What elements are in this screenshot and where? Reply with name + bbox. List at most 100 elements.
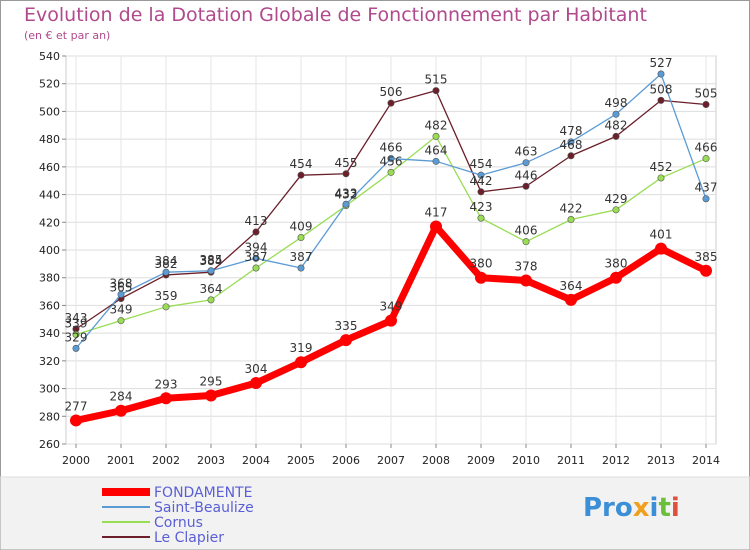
x-tick-label: 2002: [152, 454, 180, 467]
data-label: 478: [560, 124, 583, 138]
data-point: [477, 171, 485, 179]
data-label: 364: [200, 282, 223, 296]
data-label: 454: [470, 157, 493, 171]
y-tick-label: 460: [39, 161, 60, 174]
x-tick-label: 2001: [107, 454, 135, 467]
data-point: [477, 188, 485, 196]
x-tick-label: 2010: [512, 454, 540, 467]
data-point: [385, 314, 397, 327]
data-label: 385: [200, 253, 223, 267]
x-tick-label: 2007: [377, 454, 405, 467]
data-label: 468: [560, 138, 583, 152]
data-point: [612, 132, 620, 140]
data-label: 446: [515, 168, 538, 182]
data-label: 508: [650, 82, 673, 96]
data-point: [430, 220, 442, 233]
legend-label: Cornus: [154, 515, 203, 531]
data-label: 442: [470, 174, 493, 188]
x-tick-label: 2004: [242, 454, 270, 467]
data-label: 335: [335, 319, 358, 333]
x-tick-label: 2008: [422, 454, 450, 467]
data-label: 423: [470, 200, 493, 214]
data-label: 319: [290, 341, 313, 355]
data-point: [297, 264, 305, 272]
data-point: [700, 264, 712, 277]
data-label: 378: [515, 259, 538, 273]
data-label: 413: [245, 214, 268, 228]
data-label: 365: [110, 281, 133, 295]
data-label: 394: [245, 240, 268, 254]
data-point: [520, 274, 532, 287]
x-tick-label: 2009: [467, 454, 495, 467]
y-tick-label: 420: [39, 216, 60, 229]
legend-label: FONDAMENTE: [154, 485, 252, 501]
data-point: [160, 392, 172, 405]
data-point: [565, 293, 577, 306]
series-layer: [70, 70, 712, 427]
y-tick-label: 380: [39, 272, 60, 285]
data-label: 359: [155, 289, 178, 303]
data-point: [252, 228, 260, 236]
data-label: 417: [425, 205, 448, 219]
x-tick-label: 2012: [602, 454, 630, 467]
data-label: 380: [470, 257, 493, 271]
data-point: [387, 99, 395, 107]
x-tick-label: 2013: [647, 454, 675, 467]
data-point: [295, 356, 307, 369]
data-label: 452: [650, 160, 673, 174]
data-label: 277: [65, 399, 88, 413]
data-point: [340, 334, 352, 347]
data-label: 466: [380, 141, 403, 155]
data-label: 506: [380, 85, 403, 99]
data-point: [207, 296, 215, 304]
data-label: 387: [290, 250, 313, 264]
data-point: [162, 268, 170, 276]
data-label: 406: [515, 224, 538, 238]
data-point: [72, 331, 80, 339]
y-tick-label: 280: [39, 410, 60, 423]
data-label: 482: [605, 118, 628, 132]
data-point: [702, 195, 710, 203]
data-label: 343: [65, 311, 88, 325]
data-point: [252, 264, 260, 272]
data-point: [297, 171, 305, 179]
y-tick-label: 300: [39, 383, 60, 396]
data-label: 455: [335, 156, 358, 170]
y-tick-label: 480: [39, 133, 60, 146]
data-point: [117, 317, 125, 325]
y-tick-label: 520: [39, 78, 60, 91]
x-tick-label: 2003: [197, 454, 225, 467]
data-label: 382: [155, 257, 178, 271]
data-label: 463: [515, 145, 538, 159]
data-label: 295: [200, 375, 223, 389]
data-point: [702, 155, 710, 163]
data-point: [612, 110, 620, 118]
y-tick-label: 400: [39, 244, 60, 257]
data-label: 437: [695, 181, 718, 195]
data-point: [522, 238, 530, 246]
data-label: 422: [560, 202, 583, 216]
data-point: [657, 174, 665, 182]
data-point: [432, 157, 440, 165]
y-tick-label: 440: [39, 189, 60, 202]
y-tick-label: 500: [39, 105, 60, 118]
data-label: 380: [605, 257, 628, 271]
data-point: [477, 214, 485, 222]
data-point: [207, 267, 215, 275]
data-point: [117, 290, 125, 298]
data-label: 293: [155, 377, 178, 391]
data-point: [522, 159, 530, 167]
data-label: 464: [425, 143, 448, 157]
data-label: 505: [695, 87, 718, 101]
proxiti-logo: Proxiti: [583, 493, 680, 523]
data-point: [612, 206, 620, 214]
data-label: 329: [65, 330, 88, 344]
data-label: 401: [650, 228, 673, 242]
data-point: [657, 96, 665, 104]
data-label: 384: [200, 254, 223, 268]
x-tick-label: 2000: [62, 454, 90, 467]
